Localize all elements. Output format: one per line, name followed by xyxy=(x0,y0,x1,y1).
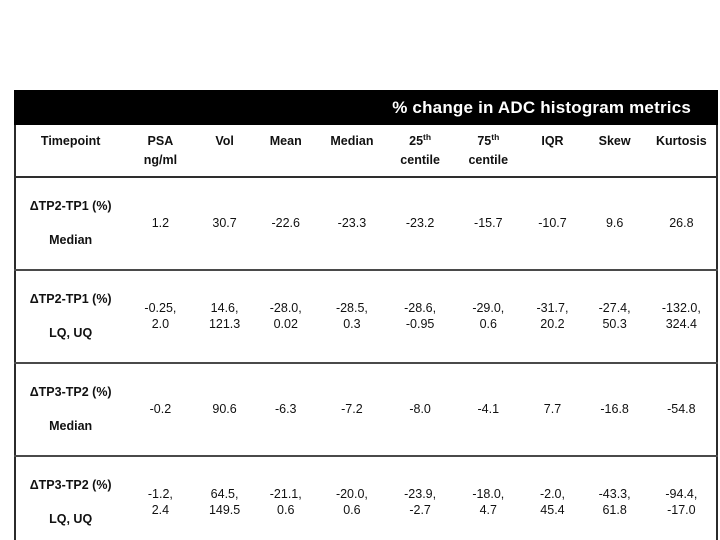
table-cell: -28.5, 0.3 xyxy=(335,301,368,331)
table-cell: -1.2, 2.4 xyxy=(147,487,173,517)
table-cell: 14.6, 121.3 xyxy=(208,301,241,331)
table-cell: 90.6 xyxy=(212,401,237,416)
table-body: ΔTP2-TP1 (%) Median 1.2 30.7 -22.6 -23.3… xyxy=(15,177,717,540)
column-header-kurtosis: Kurtosis xyxy=(646,125,717,178)
table-cell: -16.8 xyxy=(600,401,629,416)
table-cell: -15.7 xyxy=(474,215,503,230)
adc-metrics-table: % change in ADC histogram metrics Timepo… xyxy=(14,90,718,540)
header-label: PSA xyxy=(147,134,174,148)
table-cell: -28.0, 0.02 xyxy=(269,301,302,331)
header-label: 75th xyxy=(477,131,500,148)
table-cell: 7.7 xyxy=(543,401,562,416)
header-label-line2: centile xyxy=(400,153,440,167)
table-cell: -20.0, 0.6 xyxy=(335,487,368,517)
table-cell: -2.0, 45.4 xyxy=(539,487,565,517)
header-label: IQR xyxy=(541,134,564,148)
table-header: Timepoint PSA ng/ml Vol Mean Median xyxy=(15,125,717,178)
table-cell: -94.4, -17.0 xyxy=(665,487,698,517)
table-cell: 9.6 xyxy=(605,215,624,230)
table-cell: -22.6 xyxy=(271,215,300,230)
header-label: Vol xyxy=(215,134,234,148)
header-label-line2: ng/ml xyxy=(143,153,178,167)
column-header-mean: Mean xyxy=(253,125,318,178)
column-header-iqr: IQR xyxy=(522,125,583,178)
table-row-tp2-tp1-median: ΔTP2-TP1 (%) Median 1.2 30.7 -22.6 -23.3… xyxy=(15,177,717,270)
table-cell: -0.2 xyxy=(149,401,172,416)
table-cell: 64.5, 149.5 xyxy=(208,487,241,517)
table-cell: -6.3 xyxy=(274,401,297,416)
table-cell: -27.4, 50.3 xyxy=(598,301,631,331)
row-label: ΔTP2-TP1 (%) Median xyxy=(15,177,125,270)
table-cell: 30.7 xyxy=(212,215,237,230)
superscript: th xyxy=(423,131,432,142)
header-label: 25th xyxy=(409,131,432,148)
column-header-median: Median xyxy=(317,125,387,178)
row-label: ΔTP3-TP2 (%) LQ, UQ xyxy=(15,456,125,540)
table-row-tp3-tp2-median: ΔTP3-TP2 (%) Median -0.2 90.6 -6.3 -7.2 … xyxy=(15,363,717,456)
row-label-line1: ΔTP2-TP1 (%) xyxy=(29,292,112,306)
table-row-tp3-tp2-lq-uq: ΔTP3-TP2 (%) LQ, UQ -1.2, 2.4 64.5, 149.… xyxy=(15,456,717,540)
column-header-75th-centile: 75th centile xyxy=(454,125,523,178)
table-title: % change in ADC histogram metrics xyxy=(14,90,718,125)
column-header-psa: PSA ng/ml xyxy=(125,125,196,178)
table-cell: -29.0, 0.6 xyxy=(472,301,505,331)
table-cell: -18.0, 4.7 xyxy=(472,487,505,517)
header-label: Timepoint xyxy=(40,134,101,148)
table-cell: 1.2 xyxy=(151,215,170,230)
row-label-line1: ΔTP3-TP2 (%) xyxy=(29,385,112,399)
table-cell: -8.0 xyxy=(409,401,431,416)
table-cell: -21.1, 0.6 xyxy=(269,487,302,517)
column-header-25th-centile: 25th centile xyxy=(386,125,455,178)
header-label: Mean xyxy=(269,134,302,148)
superscript: th xyxy=(491,131,500,142)
header-label-line2: centile xyxy=(468,153,509,167)
table-cell: -132.0, 324.4 xyxy=(661,301,701,331)
table-cell: -23.9, -2.7 xyxy=(404,487,437,517)
table-cell: -43.3, 61.8 xyxy=(598,487,631,517)
row-label-line1: ΔTP2-TP1 (%) xyxy=(29,199,112,213)
header-row: Timepoint PSA ng/ml Vol Mean Median xyxy=(15,125,717,178)
row-label-line2: Median xyxy=(49,233,93,247)
header-label: Kurtosis xyxy=(656,134,707,148)
row-label-line2: LQ, UQ xyxy=(49,512,93,526)
table-cell: -4.1 xyxy=(477,401,500,416)
table-cell: -10.7 xyxy=(538,215,567,230)
table-cell: -23.2 xyxy=(405,215,435,230)
table-cell: -23.3 xyxy=(337,215,367,230)
table-cell: -54.8 xyxy=(667,401,696,416)
table-cell: -7.2 xyxy=(341,401,363,416)
table-row-tp2-tp1-lq-uq: ΔTP2-TP1 (%) LQ, UQ -0.25, 2.0 14.6, 121… xyxy=(15,270,717,363)
metrics-table: Timepoint PSA ng/ml Vol Mean Median xyxy=(14,125,718,540)
column-header-vol: Vol xyxy=(195,125,254,178)
header-label: Skew xyxy=(598,134,631,148)
column-header-skew: Skew xyxy=(582,125,647,178)
row-label-line1: ΔTP3-TP2 (%) xyxy=(29,478,112,492)
table-cell: -28.6, -0.95 xyxy=(404,301,437,331)
row-label-line2: Median xyxy=(49,419,93,433)
column-header-timepoint: Timepoint xyxy=(15,125,126,178)
row-label: ΔTP2-TP1 (%) LQ, UQ xyxy=(15,270,125,363)
table-cell: 26.8 xyxy=(669,215,694,230)
row-label: ΔTP3-TP2 (%) Median xyxy=(15,363,125,456)
table-cell: -0.25, 2.0 xyxy=(144,301,177,331)
row-label-line2: LQ, UQ xyxy=(49,326,93,340)
table-cell: -31.7, 20.2 xyxy=(536,301,569,331)
header-label: Median xyxy=(330,134,374,148)
